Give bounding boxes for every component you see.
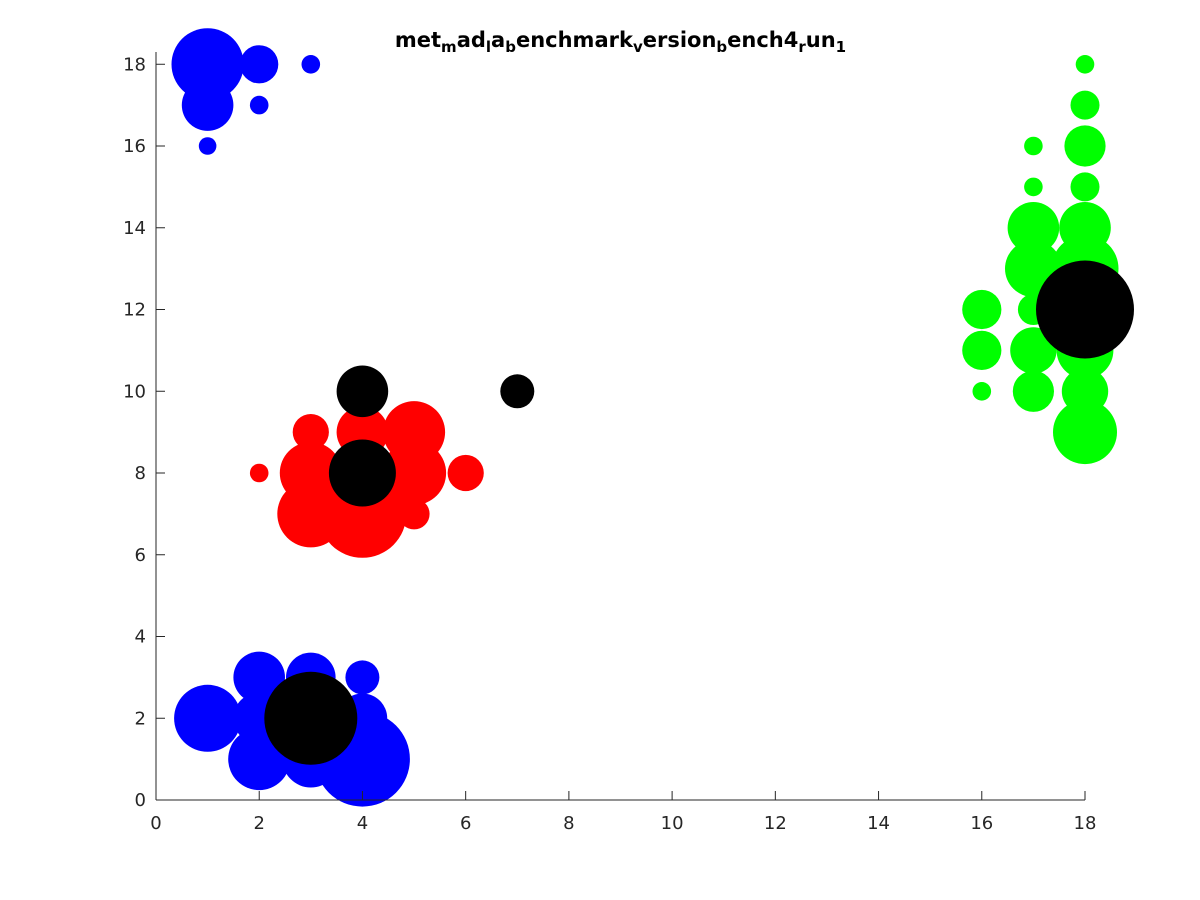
x-tick-label-6: 12 [764, 813, 787, 834]
title-part-10: ench4 [727, 28, 798, 52]
title-part-12: un [806, 28, 836, 52]
x-tick-label-4: 8 [563, 813, 574, 834]
bubble-0-12 [345, 660, 380, 695]
bubble-2-3 [1070, 172, 1100, 202]
bubble-2-14 [1010, 327, 1057, 374]
title-part-8: ersion [643, 28, 717, 52]
y-tick-label-2: 4 [135, 627, 146, 648]
bubble-2-11 [1007, 202, 1060, 254]
bubble-0-3 [181, 79, 234, 131]
bubble-3-2 [336, 365, 389, 418]
title-part-4: a [491, 28, 505, 52]
y-tick-label-4: 8 [135, 463, 146, 484]
title-part-2: ad [457, 28, 486, 52]
bubble-2-9 [1024, 136, 1043, 156]
title-part-0: met [395, 28, 441, 52]
x-tick-label-9: 18 [1074, 813, 1097, 834]
bubble-0-5 [198, 137, 217, 155]
bubble-3-3 [500, 374, 535, 409]
x-tick-label-3: 6 [460, 813, 471, 834]
x-tick-label-7: 14 [867, 813, 890, 834]
x-tick-label-8: 16 [970, 813, 993, 834]
title-part-1: m [441, 38, 457, 56]
y-tick-label-1: 2 [135, 708, 146, 729]
y-tick-label-3: 6 [135, 545, 146, 566]
x-tick-label-5: 10 [661, 813, 684, 834]
bubble-3-1 [328, 439, 396, 507]
bubble-1-2 [279, 442, 342, 504]
title-part-3: l [486, 38, 491, 56]
bubble-2-10 [1024, 177, 1043, 197]
bubble-0-9 [233, 651, 285, 704]
bubble-2-1 [1070, 90, 1100, 120]
y-tick-label-5: 10 [123, 381, 146, 402]
bubble-0-6 [174, 684, 242, 752]
bubble-markers [171, 28, 1134, 807]
bubble-0-2 [301, 55, 321, 74]
x-tick-label-0: 0 [150, 813, 161, 834]
bubble-1-9 [447, 454, 484, 492]
title-part-6: enchmark [516, 28, 634, 52]
bubble-0-4 [249, 95, 269, 115]
title-part-11: r [798, 38, 806, 56]
title-part-13: 1 [836, 38, 846, 56]
bubble-2-15 [1012, 370, 1054, 412]
bubble-2-16 [962, 289, 1002, 330]
chart-title: metmadlabenchmarkversionbench4run1 [395, 28, 846, 56]
bubble-0-1 [240, 45, 279, 84]
bubble-2-2 [1064, 125, 1106, 167]
bubble-3-0 [264, 671, 358, 765]
bubble-2-0 [1075, 55, 1095, 74]
axes: 0 2 4 6 8 10 12 14 16 18 0 2 4 6 8 10 12 14 16 18 [123, 52, 1096, 834]
y-tick-label-0: 0 [135, 790, 146, 811]
x-tick-label-1: 2 [253, 813, 264, 834]
y-tick-label-9: 18 [123, 54, 146, 75]
bubble-1-7 [382, 441, 447, 505]
y-tick-label-8: 16 [123, 136, 146, 157]
bubble-1-4 [249, 463, 269, 483]
bubble-1-3 [292, 414, 329, 451]
y-tick-label-7: 14 [123, 218, 146, 239]
x-tick-label-2: 4 [357, 813, 368, 834]
bubble-0-0 [171, 28, 244, 101]
bubble-1-8 [398, 498, 430, 530]
title-part-9: b [716, 38, 727, 56]
bubble-3-4 [1036, 260, 1134, 359]
bubble-2-18 [972, 382, 992, 401]
title-part-5: b [505, 38, 516, 56]
bubble-2-8 [1053, 400, 1117, 465]
y-tick-label-6: 12 [123, 300, 146, 321]
bubble-2-17 [962, 330, 1002, 370]
title-part-7: v [633, 38, 643, 56]
